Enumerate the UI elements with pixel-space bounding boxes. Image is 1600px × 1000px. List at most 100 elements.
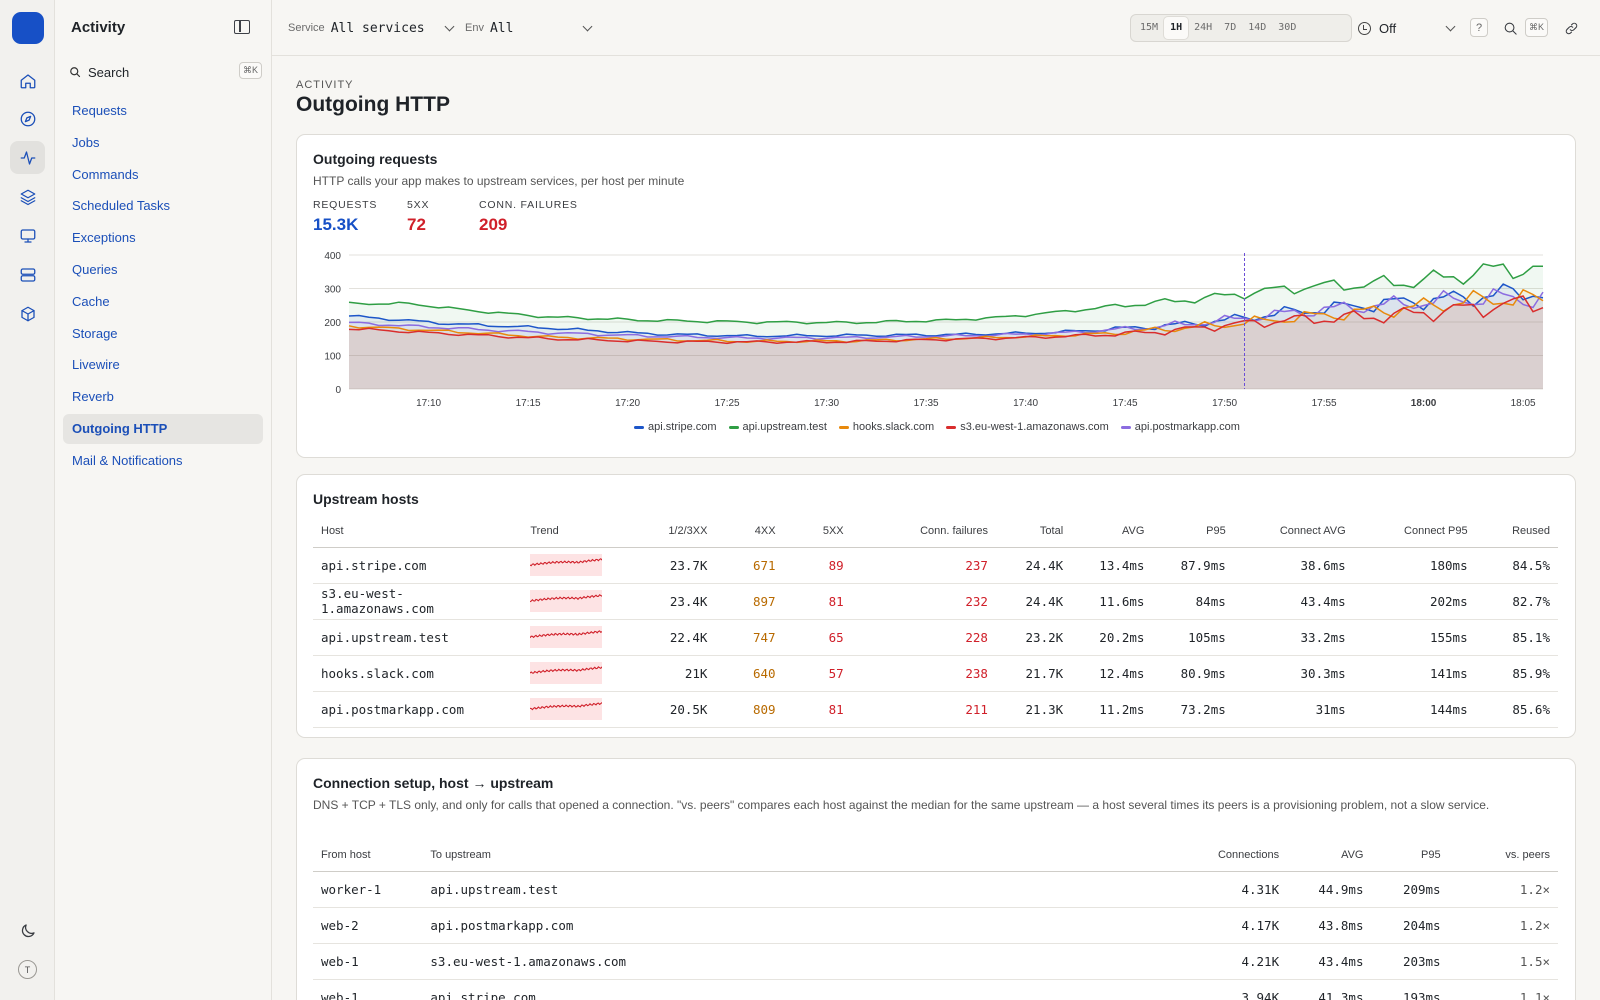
reused-cell: 85.1% (1475, 619, 1558, 656)
to-upstream-cell[interactable]: api.postmarkapp.com (422, 907, 1152, 944)
col-5xx[interactable]: 5XX (783, 515, 852, 548)
legend-item[interactable]: s3.eu-west-1.amazonaws.com (946, 421, 1109, 433)
sidebar-item-livewire[interactable]: Livewire (72, 357, 120, 373)
from-host-cell[interactable]: web-2 (313, 907, 423, 944)
host-cell[interactable]: s3.eu-west-1.amazonaws.com (313, 583, 523, 620)
service-filter[interactable]: Service All services (288, 18, 425, 38)
monitor-icon[interactable] (10, 219, 45, 252)
env-filter[interactable]: Env All (465, 18, 513, 38)
avatar[interactable]: T (18, 960, 37, 979)
total-cell: 24.4K (995, 583, 1072, 620)
sidebar-toggle-icon[interactable] (234, 20, 250, 34)
sidebar-item-reverb[interactable]: Reverb (72, 389, 114, 405)
box-icon[interactable] (10, 297, 45, 330)
upstream-hosts-table: Host Trend 1/2/3XX 4XX 5XX Conn. failure… (313, 515, 1558, 728)
col-host[interactable]: Host (313, 515, 523, 548)
table-row[interactable]: web-1 s3.eu-west-1.amazonaws.com 4.21K 4… (313, 943, 1558, 980)
auto-refresh-select[interactable]: Off (1358, 18, 1396, 38)
col-to-upstream[interactable]: To upstream (422, 839, 1152, 872)
host-cell[interactable]: hooks.slack.com (313, 655, 523, 692)
col-4xx[interactable]: 4XX (715, 515, 784, 548)
compass-icon[interactable] (10, 102, 45, 135)
total-cell: 23.2K (995, 619, 1072, 656)
table-row[interactable]: api.postmarkapp.com 20.5K 809 81 211 21.… (313, 691, 1558, 728)
from-host-cell[interactable]: web-1 (313, 979, 423, 1000)
app-logo[interactable] (12, 12, 44, 44)
col-from-host[interactable]: From host (313, 839, 423, 872)
link-icon[interactable] (1562, 19, 1580, 37)
col-reused[interactable]: Reused (1475, 515, 1558, 548)
col-p95[interactable]: P95 (1371, 839, 1449, 872)
server-icon[interactable] (10, 258, 45, 291)
requests-line-chart[interactable]: 0 100 200 300 400 17:10 17:15 17:20 17:25 17:30 17… (307, 247, 1557, 412)
search-icon[interactable] (1501, 19, 1519, 37)
chevron-down-icon[interactable] (444, 21, 455, 32)
x-tick-label: 17:35 (914, 398, 939, 409)
sidebar-item-mail-notifications[interactable]: Mail & Notifications (72, 452, 183, 468)
y-tick-label: 300 (324, 285, 341, 296)
col-connect-avg[interactable]: Connect AVG (1233, 515, 1354, 548)
legend-item[interactable]: api.stripe.com (634, 421, 717, 433)
legend-swatch (1120, 425, 1131, 429)
col-avg[interactable]: AVG (1071, 515, 1153, 548)
range-24h[interactable]: 24H (1194, 22, 1213, 33)
table-row[interactable]: web-1 api.stripe.com 3.94K 41.3ms 193ms … (313, 979, 1558, 1000)
table-row[interactable]: api.stripe.com 23.7K 671 89 237 24.4K 13… (313, 547, 1558, 584)
connect-p95-cell: 202ms (1353, 583, 1476, 620)
sidebar-item-jobs[interactable]: Jobs (72, 134, 100, 150)
host-cell[interactable]: api.stripe.com (313, 547, 523, 584)
col-conn-failures[interactable]: Conn. failures (851, 515, 996, 548)
from-host-cell[interactable]: worker-1 (313, 871, 423, 908)
col-p95[interactable]: P95 (1152, 515, 1234, 548)
stat-value: 15.3K (313, 215, 359, 234)
legend-item[interactable]: api.postmarkapp.com (1120, 421, 1240, 433)
table-row[interactable]: hooks.slack.com 21K 640 57 238 21.7K 12.… (313, 655, 1558, 692)
home-icon[interactable] (10, 64, 45, 97)
col-vs-peers[interactable]: vs. peers (1448, 839, 1558, 872)
col-avg[interactable]: AVG (1287, 839, 1372, 872)
to-upstream-cell[interactable]: s3.eu-west-1.amazonaws.com (422, 943, 1152, 980)
table-row[interactable]: s3.eu-west-1.amazonaws.com 23.4K 897 81 … (313, 583, 1558, 620)
range-15m[interactable]: 15M (1140, 22, 1159, 33)
activity-icon[interactable] (10, 141, 45, 174)
table-row[interactable]: api.upstream.test 22.4K 747 65 228 23.2K… (313, 619, 1558, 656)
sidebar-search[interactable]: Search ⌘K (67, 60, 263, 84)
sidebar-item-scheduled-tasks[interactable]: Scheduled Tasks (72, 198, 171, 214)
legend-item[interactable]: api.upstream.test (728, 421, 827, 433)
table-row[interactable]: worker-1 api.upstream.test 4.31K 44.9ms … (313, 871, 1558, 908)
sidebar-item-commands[interactable]: Commands (72, 166, 139, 182)
legend-swatch (946, 425, 957, 429)
sidebar-item-cache[interactable]: Cache (72, 293, 110, 309)
total-cell: 21.3K (995, 691, 1072, 728)
host-cell[interactable]: api.upstream.test (313, 619, 523, 656)
sidebar-item-requests[interactable]: Requests (72, 103, 127, 118)
range-1h[interactable]: 1H (1164, 17, 1189, 39)
chevron-down-icon[interactable] (582, 21, 593, 32)
col-connect-p95[interactable]: Connect P95 (1353, 515, 1476, 548)
series-line (348, 263, 1544, 325)
sidebar-item-outgoing-http[interactable]: Outgoing HTTP (63, 413, 263, 444)
col-total[interactable]: Total (995, 515, 1072, 548)
layers-icon[interactable] (10, 180, 45, 213)
col-ok[interactable]: 1/2/3XX (623, 515, 716, 548)
from-host-cell[interactable]: web-1 (313, 943, 423, 980)
sidebar-item-storage[interactable]: Storage (72, 325, 118, 341)
to-upstream-cell[interactable]: api.stripe.com (422, 979, 1152, 1000)
sidebar-item-exceptions[interactable]: Exceptions (72, 230, 136, 246)
to-upstream-cell[interactable]: api.upstream.test (422, 871, 1152, 908)
service-filter-value: All services (330, 20, 425, 36)
range-7d[interactable]: 7D (1224, 22, 1237, 33)
moon-icon[interactable] (10, 914, 45, 947)
sparkline-line (530, 702, 603, 711)
command-shortcut-badge[interactable]: ⌘K (1525, 18, 1548, 37)
sidebar-item-queries[interactable]: Queries (72, 261, 118, 277)
chevron-down-icon[interactable] (1445, 21, 1456, 32)
legend-item[interactable]: hooks.slack.com (838, 421, 934, 433)
help-button[interactable]: ? (1470, 18, 1488, 37)
host-cell[interactable]: api.postmarkapp.com (313, 691, 523, 728)
x-tick-label: 18:00 (1411, 398, 1437, 409)
col-connections[interactable]: Connections (1151, 839, 1288, 872)
table-row[interactable]: web-2 api.postmarkapp.com 4.17K 43.8ms 2… (313, 907, 1558, 944)
range-30d[interactable]: 30D (1278, 22, 1297, 33)
range-14d[interactable]: 14D (1248, 22, 1267, 33)
